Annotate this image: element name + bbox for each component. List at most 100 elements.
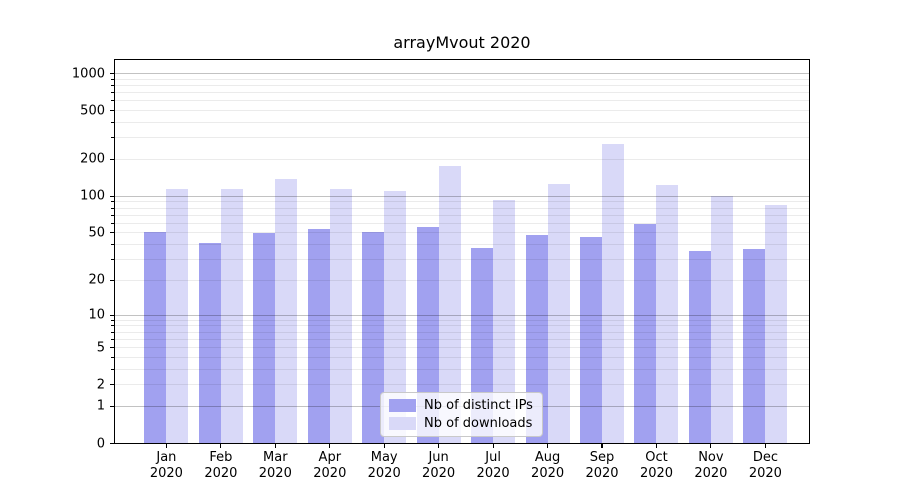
bar-downloads-jul: [493, 199, 516, 444]
gridline-minor: [114, 222, 810, 224]
x-tick-label-jul: Jul 2020: [477, 450, 510, 481]
x-tick: [655, 443, 658, 448]
x-tick: [547, 443, 549, 448]
y-tick: [109, 195, 114, 197]
legend-label-distinct-ips: Nb of distinct IPs: [424, 398, 533, 413]
y-minor-tick: [111, 100, 114, 102]
y-minor-tick: [111, 356, 114, 358]
bar-distinct-ips-aug: [525, 234, 548, 444]
x-tick: [764, 443, 766, 448]
bar-downloads-may: [384, 191, 407, 444]
x-tick: [492, 443, 494, 448]
bar-downloads-sep: [602, 143, 624, 444]
y-minor-tick: [111, 346, 114, 349]
x-label-year: 2020: [694, 465, 728, 481]
gridline-major: [114, 195, 810, 197]
x-tick: [601, 443, 603, 448]
x-label-month: May: [370, 450, 398, 465]
x-tick: [165, 443, 167, 448]
bar-distinct-ips-apr: [307, 229, 330, 444]
y-minor-tick: [111, 338, 114, 340]
gridline-minor: [114, 100, 810, 102]
bar-downloads-apr: [329, 189, 352, 444]
y-tick-label: 20: [88, 272, 105, 288]
y-tick-label: 1000: [71, 66, 105, 81]
bar-downloads-aug: [547, 183, 570, 444]
y-minor-tick: [111, 121, 114, 124]
y-minor-tick: [111, 109, 114, 112]
bar-distinct-ips-jun: [416, 226, 439, 444]
y-tick-label: 0: [96, 436, 105, 451]
y-tick-label: 5: [96, 340, 105, 355]
y-tick-label: 1: [96, 398, 105, 414]
gridline-minor: [114, 78, 810, 80]
x-label-month: Jan: [156, 450, 177, 465]
y-tick: [109, 442, 114, 445]
x-label-month: Feb: [209, 450, 233, 465]
x-label-month: Dec: [752, 450, 778, 465]
x-label-month: Nov: [698, 450, 724, 465]
y-minor-tick: [111, 319, 114, 321]
y-tick: [109, 72, 114, 75]
legend-swatch-distinct-ips: [389, 399, 416, 412]
x-tick-label-dec: Dec 2020: [749, 450, 782, 481]
gridline-major: [114, 73, 810, 74]
y-minor-tick: [111, 232, 114, 234]
x-label-year: 2020: [367, 465, 401, 481]
bar-downloads-nov: [710, 195, 733, 444]
x-label-month: Jun: [428, 450, 449, 465]
bar-distinct-ips-feb: [198, 242, 221, 444]
gridline-minor: [114, 137, 810, 139]
bar-distinct-ips-mar: [253, 233, 276, 444]
bar-downloads-oct: [656, 184, 679, 444]
legend: Nb of distinct IPs Nb of downloads: [380, 392, 543, 437]
bar-downloads-dec: [765, 205, 788, 444]
x-tick: [329, 443, 331, 448]
gridline-minor: [114, 84, 810, 86]
gridline-minor: [114, 110, 810, 111]
legend-label-downloads: Nb of downloads: [424, 416, 533, 431]
x-tick-label-feb: Feb 2020: [204, 450, 237, 481]
y-minor-tick: [111, 331, 114, 333]
bar-downloads-jun: [438, 165, 461, 444]
x-label-year: 2020: [204, 465, 238, 481]
gridline-minor: [114, 207, 810, 209]
x-label-month: Jul: [485, 450, 501, 465]
x-tick: [438, 443, 440, 448]
bar-downloads-jan: [166, 189, 189, 444]
legend-swatch-downloads: [389, 417, 416, 430]
x-tick-label-apr: Apr 2020: [313, 450, 346, 481]
y-minor-tick: [111, 78, 114, 80]
x-label-month: Mar: [263, 450, 288, 465]
x-label-year: 2020: [639, 465, 674, 481]
y-minor-tick: [111, 259, 114, 261]
y-tick-label: 10: [88, 307, 105, 323]
x-label-month: Sep: [589, 450, 615, 465]
gridline-minor: [114, 232, 810, 234]
x-tick: [710, 443, 712, 448]
y-minor-tick: [111, 214, 114, 216]
y-tick-label: 2: [96, 377, 105, 393]
y-minor-tick: [111, 91, 114, 94]
x-label-year: 2020: [422, 465, 456, 481]
y-tick-label: 100: [80, 188, 105, 204]
bar-distinct-ips-nov: [688, 250, 711, 444]
y-minor-tick: [111, 244, 114, 246]
y-minor-tick: [111, 222, 114, 224]
x-tick: [383, 443, 385, 448]
x-label-month: Apr: [318, 450, 342, 465]
x-label-year: 2020: [748, 465, 782, 481]
x-label-year: 2020: [258, 465, 292, 481]
x-tick-label-sep: Sep 2020: [585, 450, 618, 481]
y-minor-tick: [111, 201, 114, 203]
y-tick-label: 200: [80, 151, 105, 167]
gridline-minor: [114, 214, 810, 216]
x-label-month: Oct: [645, 450, 668, 465]
x-label-year: 2020: [476, 465, 510, 481]
y-minor-tick: [111, 84, 114, 86]
x-tick: [274, 443, 276, 448]
bar-distinct-ips-sep: [580, 236, 602, 444]
gridline-minor: [114, 158, 810, 160]
y-minor-tick: [111, 207, 114, 209]
